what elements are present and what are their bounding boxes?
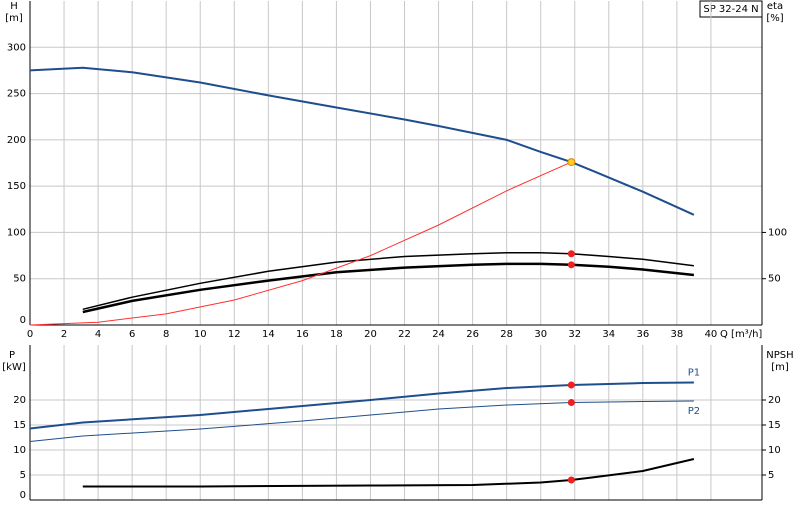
y-unit: [kW] [2,362,26,373]
operating-point [567,250,575,258]
x-tick-label: 20 [364,329,377,340]
operating-point [567,158,576,167]
x-tick-label: 16 [296,329,309,340]
operating-point [567,261,575,269]
y-tick-label: 100 [7,227,26,238]
y2-unit: [m] [771,362,789,373]
series-line [82,252,694,311]
x-tick-label: 28 [500,329,513,340]
x-tick-label: 40 [705,329,718,340]
x-tick-label: 4 [95,329,101,340]
y-tick-label: 200 [7,135,26,146]
y2-tick-label: 100 [768,227,787,238]
x-tick-label: 2 [61,329,67,340]
y-tick-label: 150 [7,181,26,192]
y-tick-label: 300 [7,42,26,53]
y-tick-label: 0 [20,315,26,326]
series-line [29,381,694,430]
x-tick-label: 6 [129,329,135,340]
series-line [82,262,695,314]
chart-title: SP 32-24 N [703,4,758,15]
operating-point [567,381,575,389]
y2-tick-label: 15 [768,420,781,431]
y-unit: [m] [5,13,23,24]
x-tick-label: 36 [636,329,649,340]
operating-point [567,476,575,484]
x-tick-label: 10 [194,329,207,340]
y2-label: eta [767,1,783,12]
x-tick-label: 8 [163,329,169,340]
x-tick-label: 26 [466,329,479,340]
x-tick-label: 22 [398,329,411,340]
y-label: P [9,350,15,361]
legend-label: P2 [688,406,700,417]
y2-label: NPSH [766,350,793,361]
y-tick-label: 0 [20,490,26,501]
y-tick-label: 250 [7,89,26,100]
y-tick-label: 10 [13,445,26,456]
x-tick-label: 12 [228,329,241,340]
y-tick-label: 50 [13,274,26,285]
x-tick-label: 18 [330,329,343,340]
y-tick-label: 5 [20,470,26,481]
y2-tick-label: 50 [768,274,781,285]
x-tick-label: 30 [534,329,547,340]
legend-label: P1 [688,368,700,379]
series-line [82,458,695,488]
operating-point [567,399,575,406]
y2-tick-label: 20 [768,395,781,406]
x-tick-label: 0 [27,329,33,340]
x-tick-label: 14 [262,329,275,340]
x-label: Q [m³/h] [720,329,762,340]
series-line [29,66,695,216]
series-line [29,400,694,442]
y-tick-label: 20 [13,395,26,406]
x-tick-label: 24 [432,329,445,340]
y-label: H [10,1,18,12]
y2-unit: [%] [766,13,783,24]
y2-tick-label: 5 [768,470,774,481]
x-tick-label: 38 [671,329,684,340]
series-line [29,161,572,326]
y-tick-label: 15 [13,420,26,431]
x-tick-label: 34 [602,329,615,340]
x-tick-label: 32 [568,329,581,340]
y2-tick-label: 10 [768,445,781,456]
